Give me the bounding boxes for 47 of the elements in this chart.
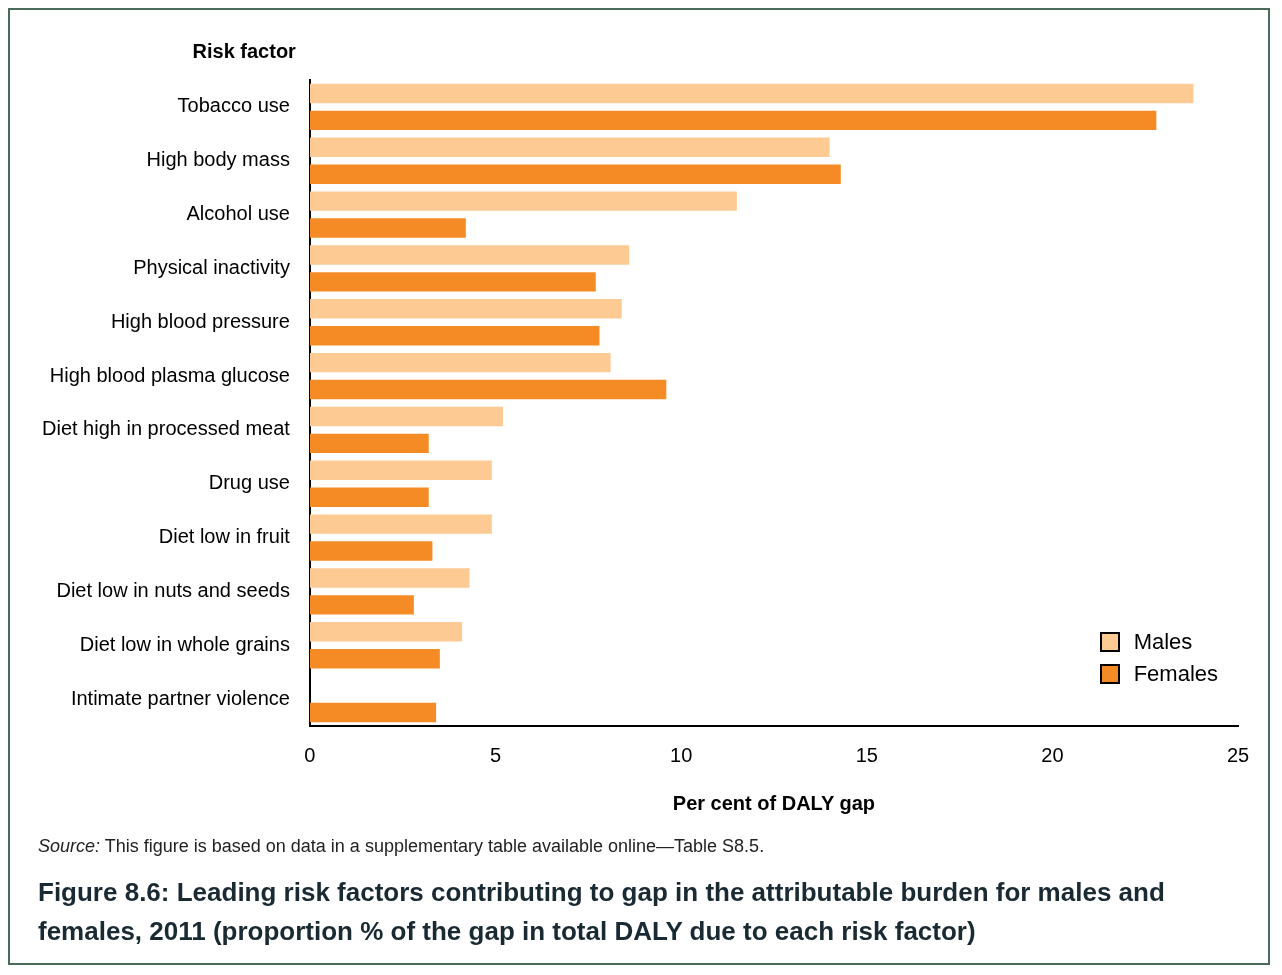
bar — [309, 352, 611, 373]
bar — [309, 622, 463, 642]
y-tick-label: Alcohol use — [186, 202, 290, 225]
bar — [309, 83, 1194, 104]
bar — [309, 137, 830, 157]
bar — [309, 299, 622, 319]
y-tick-label: High blood plasma glucose — [49, 363, 290, 386]
bar — [309, 433, 429, 454]
bar — [309, 272, 596, 292]
y-tick-label: Diet low in whole grains — [79, 632, 290, 655]
bar — [309, 406, 503, 427]
legend-label: Females — [1133, 661, 1218, 687]
y-tick-label: Intimate partner violence — [70, 686, 290, 709]
y-tick-label: High blood pressure — [110, 309, 290, 332]
x-tick-label: 10 — [670, 743, 693, 766]
bar — [309, 568, 470, 588]
bar — [309, 460, 492, 480]
y-axis-title: Risk factor — [192, 39, 297, 62]
y-tick-label: High body mass — [146, 148, 290, 171]
bar — [309, 541, 433, 561]
bar — [309, 702, 437, 723]
bar — [309, 110, 1157, 131]
bar — [309, 649, 440, 669]
x-tick-label: 15 — [855, 743, 878, 766]
bar — [309, 218, 466, 238]
bar — [309, 514, 492, 534]
source-note: Source: This figure is based on data in a supplementary table available online—Table S8.5. — [38, 836, 765, 856]
x-tick-label: 0 — [304, 743, 316, 766]
x-tick-label: 20 — [1041, 743, 1064, 766]
x-tick-label: 5 — [489, 743, 502, 766]
bar — [309, 191, 737, 211]
legend-label: Males — [1133, 629, 1193, 655]
bar — [309, 326, 600, 346]
bar — [309, 164, 841, 184]
y-tick-label: Drug use — [208, 471, 290, 494]
bar — [309, 245, 630, 265]
x-axis-title: Per cent of DALY gap — [672, 791, 876, 814]
y-tick-label: Tobacco use — [177, 94, 290, 117]
y-tick-label: Diet high in processed meat — [41, 417, 291, 440]
y-tick-label: Physical inactivity — [133, 255, 290, 278]
y-tick-label: Diet low in fruit — [158, 525, 291, 548]
bar — [309, 595, 414, 615]
bar — [309, 487, 429, 507]
bar — [309, 379, 667, 400]
text: Figure 8.6: Leading risk factors contributing to gap in the attributable burden for males and females, 2011 (proportion % of the gap in total DALY due to each risk factor) — [38, 876, 1166, 948]
y-tick-label: Diet low in nuts and seeds — [56, 578, 290, 601]
x-tick-label: 25 — [1226, 743, 1250, 766]
